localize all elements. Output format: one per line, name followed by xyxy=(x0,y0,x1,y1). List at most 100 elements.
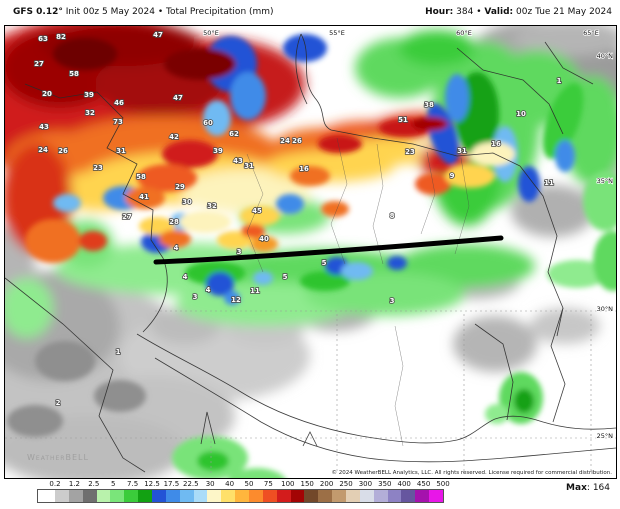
precip-value-label: 73 xyxy=(113,118,123,126)
precip-value-label: 39 xyxy=(84,91,94,99)
weatherbell-watermark: WeatherBELL xyxy=(27,453,89,462)
precip-value-label: 31 xyxy=(457,147,467,155)
precip-value-label: 11 xyxy=(544,179,554,187)
run-subtitle: Init 00z 5 May 2024 • Total Precipitatio… xyxy=(65,7,274,17)
max-label: Max xyxy=(566,483,587,493)
precip-value-label: 43 xyxy=(233,157,243,165)
hour-label: Hour: xyxy=(425,7,454,17)
precip-value-label: 5 xyxy=(322,259,327,267)
precip-value-label: 58 xyxy=(69,70,79,78)
legend-color-segment xyxy=(429,490,444,502)
precip-value-label: 47 xyxy=(153,31,163,39)
precip-value-label: 3 xyxy=(237,248,242,256)
precip-value-label: 51 xyxy=(398,116,408,124)
legend-color-segment xyxy=(152,490,166,502)
precip-field-detail xyxy=(7,34,616,478)
precip-value-label: 26 xyxy=(58,147,68,155)
legend-tick-label: 17.5 xyxy=(163,480,180,488)
legend-color-segment xyxy=(415,490,430,502)
precip-value-label: 12 xyxy=(231,296,241,304)
header-bar: GFS 0.12° Init 00z 5 May 2024 • Total Pr… xyxy=(13,4,612,20)
legend-tick-labels: 0.2 1.2 2.5 5 7.5 12.5 17.5 22.5 30 40 50 75 100 150 2… xyxy=(38,480,449,489)
precip-value-label: 45 xyxy=(252,207,262,215)
latitude-label: 35°N xyxy=(597,177,614,185)
precip-value-label: 24 xyxy=(280,137,290,145)
legend-tick-label: 7.5 xyxy=(127,480,139,488)
latitude-label: 25°N xyxy=(597,432,614,440)
precip-value-label: 2 xyxy=(56,399,61,407)
valid-label: Valid: xyxy=(484,7,514,17)
precip-value-label: 16 xyxy=(491,140,501,148)
latitude-label: 40°N xyxy=(597,52,614,60)
hour-value: 384 xyxy=(456,7,474,17)
legend-tick-label: 100 xyxy=(281,480,295,488)
precip-value-label: 26 xyxy=(292,137,302,145)
geo-labels: 50°E 55°E 60°E 65°E 40°N 35°N 30°N 25°N xyxy=(202,28,614,440)
precip-value-label: 63 xyxy=(38,35,48,43)
legend-color-segment xyxy=(290,490,305,502)
precip-value-label: 31 xyxy=(116,147,126,155)
precip-value-label: 27 xyxy=(122,213,132,221)
legend-tick-label: 50 xyxy=(244,480,254,488)
precip-value-label: 29 xyxy=(175,183,185,191)
precip-value-label: 38 xyxy=(424,101,434,109)
header-title: GFS 0.12° Init 00z 5 May 2024 • Total Pr… xyxy=(13,7,274,17)
precip-value-label: 23 xyxy=(405,148,415,156)
precip-value-label: 28 xyxy=(169,218,179,226)
legend-color-segment xyxy=(110,490,125,502)
legend-color-segment xyxy=(68,490,83,502)
precip-value-label: 9 xyxy=(450,172,455,180)
longitude-label: 55°E xyxy=(329,29,345,37)
legend-tick-label: 75 xyxy=(263,480,273,488)
precip-value-label: 24 xyxy=(38,146,48,154)
legend-color-segment xyxy=(249,490,263,502)
legend-tick-label: 2.5 xyxy=(88,480,100,488)
legend-tick-label: 200 xyxy=(319,480,334,488)
precip-value-label: 20 xyxy=(42,90,52,98)
precip-value-label: 32 xyxy=(207,202,217,210)
precipitation-map: 50°E 55°E 60°E 65°E40°N35°N30°N25°N 63 82275… xyxy=(5,26,616,478)
precip-value-label: 58 xyxy=(136,173,146,181)
max-colon: : xyxy=(586,483,590,493)
precip-value-label: 23 xyxy=(93,164,103,172)
legend-tick-label: 150 xyxy=(300,480,314,488)
legend-color-segment xyxy=(262,490,277,502)
precip-value-label: 4 xyxy=(174,244,179,252)
legend-color-segment xyxy=(318,490,333,502)
legend-color-segment xyxy=(179,490,194,502)
precip-value-label: 40 xyxy=(259,235,269,243)
precip-value-label: 4 xyxy=(206,286,211,294)
separator-dot: • xyxy=(476,7,482,17)
legend-tick-label: 30 xyxy=(205,480,215,488)
precip-value-label: 1 xyxy=(557,77,562,85)
legend-tick-label: 250 xyxy=(339,480,353,488)
graticule-lines xyxy=(5,310,616,474)
precip-value-label: 47 xyxy=(173,94,183,102)
precip-value-label: 1 xyxy=(116,348,121,356)
legend-tick-label: 5 xyxy=(110,480,116,488)
legend-color-segment xyxy=(401,490,416,502)
max-value-readout: Max: 164 xyxy=(566,483,610,493)
legend-color-segment xyxy=(221,490,236,502)
legend-color-segment xyxy=(373,490,388,502)
precip-value-label: 30 xyxy=(182,198,192,206)
precip-value-label: 8 xyxy=(390,212,395,220)
legend-tick-label: 40 xyxy=(225,480,235,488)
legend-color-segment xyxy=(124,490,139,502)
legend-color-segment xyxy=(332,490,347,502)
legend-tick-label: 300 xyxy=(358,480,373,488)
precip-value-label: 5 xyxy=(283,273,288,281)
legend-color-segment xyxy=(193,490,208,502)
precip-value-label: 39 xyxy=(213,147,223,155)
legend-tick-label: 22.5 xyxy=(183,480,199,488)
legend-color-segment xyxy=(387,490,402,502)
legend-color-segment xyxy=(276,490,291,502)
legend-color-segment xyxy=(38,490,55,502)
precip-value-label: 62 xyxy=(229,130,239,138)
legend-tick-label: 12.5 xyxy=(144,480,160,488)
precip-value-label: 3 xyxy=(390,297,395,305)
legend-color-segment xyxy=(165,490,180,502)
precip-value-label: 16 xyxy=(299,165,309,173)
precip-value-label: 41 xyxy=(139,193,149,201)
max-value: 164 xyxy=(592,483,610,493)
